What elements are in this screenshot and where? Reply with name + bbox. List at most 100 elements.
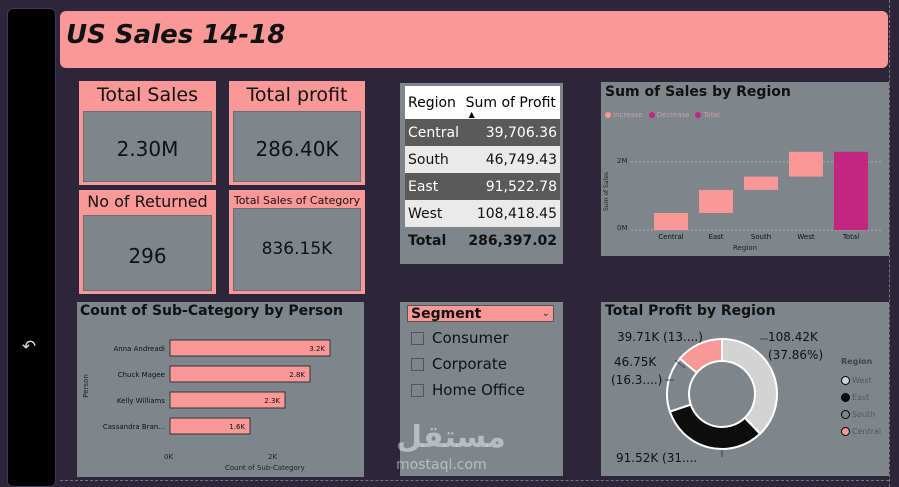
legend-label: South [852,410,876,419]
legend-decrease-label: Decrease [656,111,690,119]
title-banner [60,11,888,68]
legend-item[interactable]: East [841,389,881,406]
category-sales-card: Total Sales of Category 836.15K [229,190,365,294]
legend-item[interactable]: West [841,372,881,389]
region-cell: East [408,178,439,195]
profit-cell: 39,706.36 [485,124,557,141]
waterfall-ytick-0m: 0M [617,224,628,232]
total-profit-card: Total profit 286.40K [229,81,365,185]
checkbox-icon[interactable] [411,357,424,371]
region-profit-table: Region Sum of Profit ▲ Central 39,706.36… [405,86,560,254]
bar[interactable] [169,391,286,409]
profit-cell: 108,418.45 [476,205,557,222]
left-sidebar [7,8,56,487]
donut-panel [601,302,889,476]
back-arrow-icon[interactable]: ↶ [21,337,37,357]
bar-category-label: Kelly Williams [117,397,165,405]
donut-label-central: 39.71K (13....) [617,330,703,344]
segment-dropdown[interactable]: Segment ⌄ [407,305,554,322]
waterfall-bar[interactable] [699,189,733,213]
checkbox-icon[interactable] [411,383,424,397]
bar-chart-xtick-2k: 2K [268,453,278,461]
donut-label-west-value: 108.42K [768,330,818,344]
waterfall-bar[interactable] [654,213,688,230]
profit-cell: 91,522.78 [485,178,557,195]
checkbox-icon[interactable] [411,331,424,345]
header-region[interactable]: Region [408,94,456,111]
table-row[interactable]: South 46,749.43 [405,146,560,173]
bar[interactable] [169,339,331,357]
table-row[interactable]: Central 39,706.36 [405,119,560,146]
waterfall-category-label: Total [842,233,859,241]
donut-label-south-value: 46.75K [614,355,657,369]
region-cell: South [408,151,449,168]
bar-value-label: 3.2K [309,345,325,353]
legend-label: Central [852,427,882,436]
segment-option-corporate[interactable]: Corporate [411,355,507,373]
waterfall-category-label: East [708,233,723,241]
total-label: Total [408,232,447,249]
legend-total-label: Total [703,111,720,119]
page-border-bottom [60,480,889,481]
table-row[interactable]: East 91,522.78 [405,173,560,200]
segment-option-label: Home Office [432,381,525,399]
donut-slice[interactable] [721,337,778,436]
sort-ascending-icon: ▲ [468,110,475,119]
returned-label: No of Returned [87,192,208,211]
region-cell: Central [408,124,459,141]
bar-category-label: Cassandra Bran... [103,423,165,431]
legend-increase-label: Increase [613,111,643,119]
page-border-right [889,0,890,487]
donut-slice[interactable] [668,403,762,450]
waterfall-category-label: West [797,233,814,241]
legend-item[interactable]: Central [841,423,881,440]
legend-item[interactable]: South [841,406,881,423]
table-header-row: Region Sum of Profit ▲ [405,86,560,119]
segment-title: Segment [411,305,482,322]
segment-option-label: Corporate [432,355,507,373]
donut-chart [665,337,778,457]
waterfall-title: Sum of Sales by Region [605,84,791,100]
header-sum-of-profit[interactable]: Sum of Profit ▲ [463,86,560,120]
bar[interactable] [169,417,251,435]
waterfall-category-label: South [751,233,771,241]
donut-slice[interactable] [678,337,723,375]
total-profit-label: Total profit [246,84,348,106]
region-table-panel [400,83,563,264]
waterfall-chart: Central East South West Total [631,151,883,241]
category-sales-box: 836.15K [233,208,361,291]
table-row[interactable]: West 108,418.45 [405,200,560,227]
total-profit-value: 286.40K [255,137,339,161]
bar-chart-title: Count of Sub-Category by Person [80,303,343,319]
bar-value-label: 2.3K [264,397,280,405]
total-sales-value: 2.30M [116,137,179,161]
segment-option-home-office[interactable]: Home Office [411,381,525,399]
header-sum-of-profit-label: Sum of Profit [465,94,556,111]
waterfall-bar[interactable] [789,151,823,177]
segment-slicer-panel [400,302,563,476]
waterfall-ytick-2m: 2M [617,157,628,165]
segment-option-consumer[interactable]: Consumer [411,329,509,347]
legend-label: West [852,376,872,385]
chevron-down-icon: ⌄ [541,308,550,319]
watermark-arabic: مستقل [396,420,506,455]
bar-chart-panel [77,302,364,477]
returned-box: 296 [83,215,212,291]
bar[interactable] [169,365,311,383]
legend-decrease-swatch [648,112,655,118]
segment-option-label: Consumer [432,329,509,347]
legend-swatch [841,427,850,436]
donut-label-east: 91.52K (31.... [616,451,698,465]
legend-label: East [852,393,870,402]
table-total-row: Total 286,397.02 [405,227,560,254]
donut-leader-line [674,359,686,369]
bar-category-label: Chuck Magee [118,371,165,379]
region-cell: West [408,205,443,222]
donut-label-south-pct: (16.3....) [611,373,663,387]
watermark-latin: mostaql.com [396,457,487,473]
waterfall-bar[interactable] [744,176,778,190]
legend-swatch [841,376,850,385]
waterfall-bar[interactable] [834,151,868,230]
waterfall-category-label: Central [658,233,684,241]
returned-card: No of Returned 296 [79,190,216,294]
